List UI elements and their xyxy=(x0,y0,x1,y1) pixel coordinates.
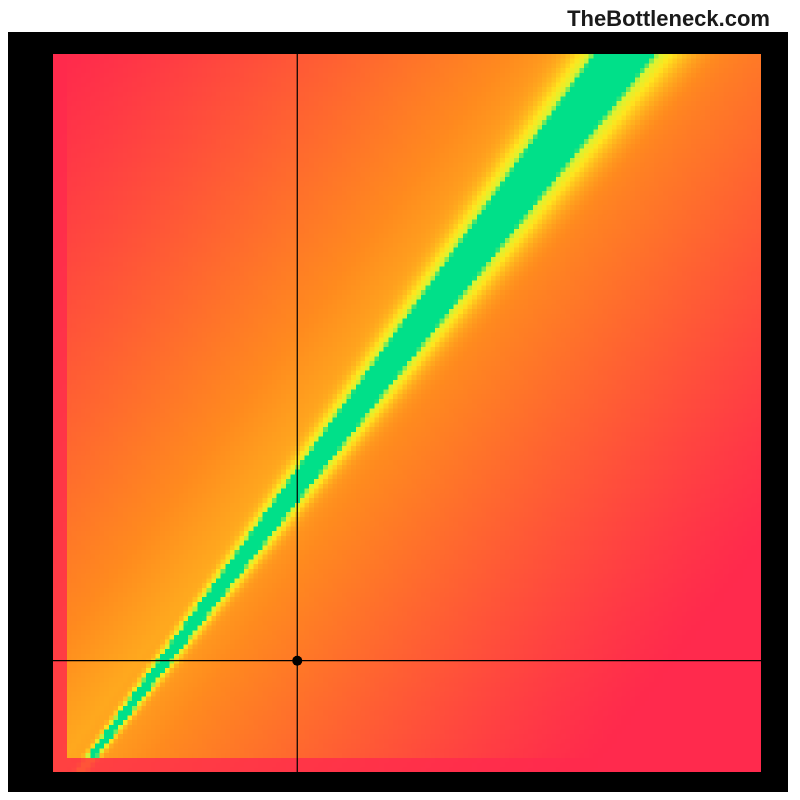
crosshair-overlay xyxy=(53,54,761,772)
watermark-text: TheBottleneck.com xyxy=(567,6,770,32)
heatmap-frame xyxy=(8,32,788,792)
